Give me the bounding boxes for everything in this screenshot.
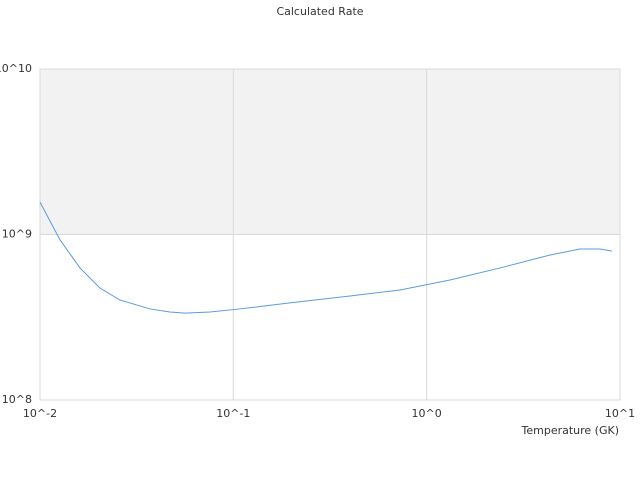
- y-tick-label: 10^10: [0, 62, 32, 75]
- line-series: [39, 201, 613, 314]
- x-tick-label: 10^1: [605, 407, 635, 420]
- chart-title: Calculated Rate: [276, 5, 363, 18]
- x-tick-label: 10^-1: [216, 407, 250, 420]
- x-tick-label: 10^-2: [23, 407, 57, 420]
- grid-band: [40, 69, 620, 235]
- x-axis-label: Temperature (GK): [521, 424, 620, 437]
- y-tick-label: 10^8: [2, 393, 32, 406]
- y-tick-label: 10^9: [2, 228, 32, 241]
- x-tick-label: 10^0: [412, 407, 442, 420]
